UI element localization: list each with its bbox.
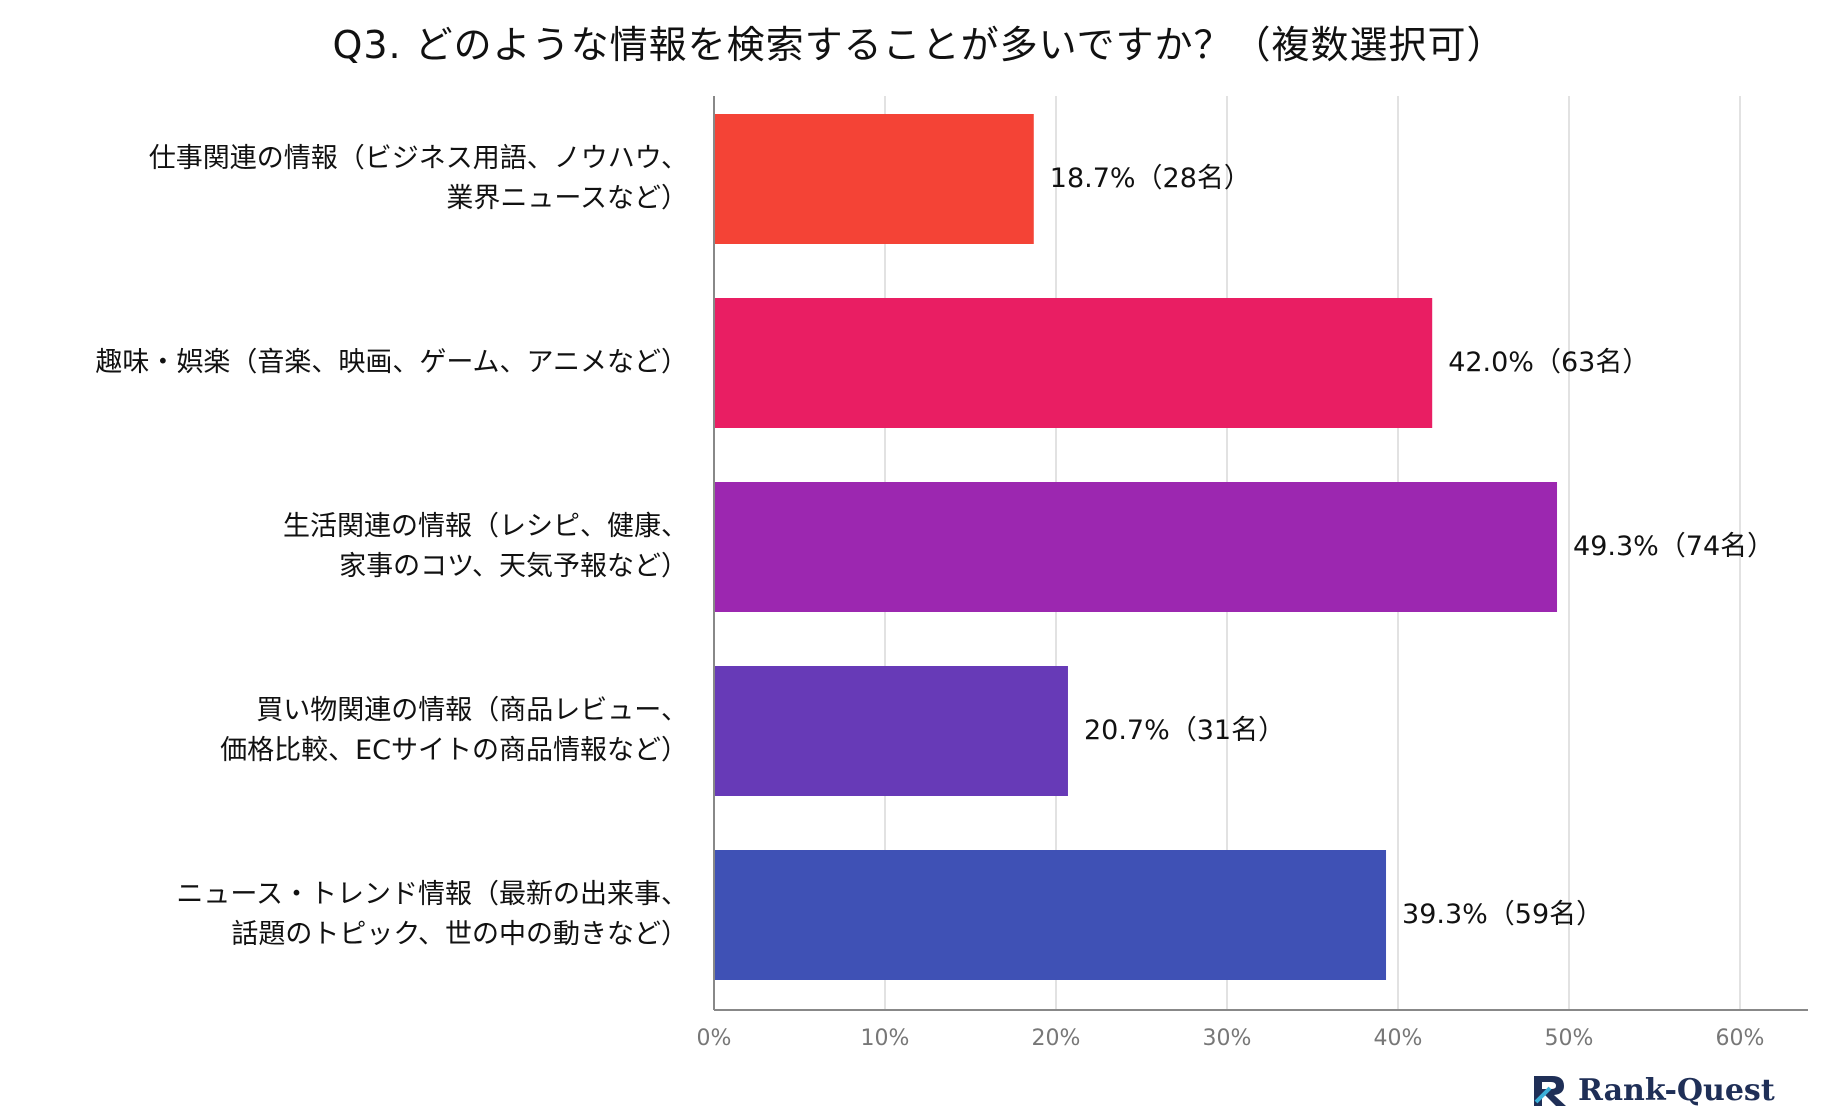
rank-quest-logo-icon [1534, 1076, 1566, 1106]
bar-value-label: 49.3%（74名） [1573, 531, 1775, 562]
category-label-line: 話題のトピック、世の中の動きなど） [231, 919, 688, 950]
bar-2 [714, 298, 1433, 428]
category-label-line: 買い物関連の情報（商品レビュー、 [256, 695, 688, 726]
x-tick-label: 50% [1544, 1026, 1594, 1051]
chart-title: Q3. どのような情報を検索することが多いですか？（複数選択可） [332, 23, 1506, 67]
x-tick-label: 40% [1373, 1026, 1423, 1051]
category-label: 生活関連の情報（レシピ、健康、家事のコツ、天気予報など） [283, 507, 688, 587]
bar-value-label: 18.7%（28名） [1049, 163, 1251, 194]
x-tick-label: 30% [1202, 1026, 1252, 1051]
category-label-line: 家事のコツ、天気予報など） [339, 551, 688, 582]
x-tick-label: 20% [1031, 1026, 1081, 1051]
bar-5 [714, 850, 1387, 980]
category-label: 買い物関連の情報（商品レビュー、価格比較、ECサイトの商品情報など） [220, 691, 688, 771]
category-label-line: 趣味・娯楽（音楽、映画、ゲーム、アニメなど） [95, 347, 688, 378]
x-tick-label: 60% [1715, 1026, 1765, 1051]
category-label: ニュース・トレンド情報（最新の出来事、話題のトピック、世の中の動きなど） [176, 875, 688, 955]
logo-text: Rank-Quest [1578, 1072, 1775, 1108]
bars [714, 114, 1558, 980]
category-label-line: 生活関連の情報（レシピ、健康、 [283, 511, 688, 542]
category-label: 趣味・娯楽（音楽、映画、ゲーム、アニメなど） [95, 343, 688, 383]
bar-1 [714, 114, 1034, 244]
x-tick-label: 10% [860, 1026, 910, 1051]
category-label: 仕事関連の情報（ビジネス用語、ノウハウ、業界ニュースなど） [149, 139, 688, 219]
bar-value-label: 20.7%（31名） [1083, 715, 1286, 746]
category-label-line: 業界ニュースなど） [446, 183, 688, 214]
category-label-line: 価格比較、ECサイトの商品情報など） [220, 735, 688, 766]
bar-3 [714, 482, 1558, 612]
bar-4 [714, 666, 1068, 796]
bar-value-label: 39.3%（59名） [1402, 899, 1604, 930]
brand-logo: Rank-Quest [1530, 1072, 1775, 1108]
bar-value-label: 42.0%（63名） [1448, 347, 1650, 378]
category-label-line: 仕事関連の情報（ビジネス用語、ノウハウ、 [148, 143, 688, 174]
category-label-line: ニュース・トレンド情報（最新の出来事、 [176, 879, 688, 910]
x-tick-label: 0% [696, 1026, 732, 1051]
